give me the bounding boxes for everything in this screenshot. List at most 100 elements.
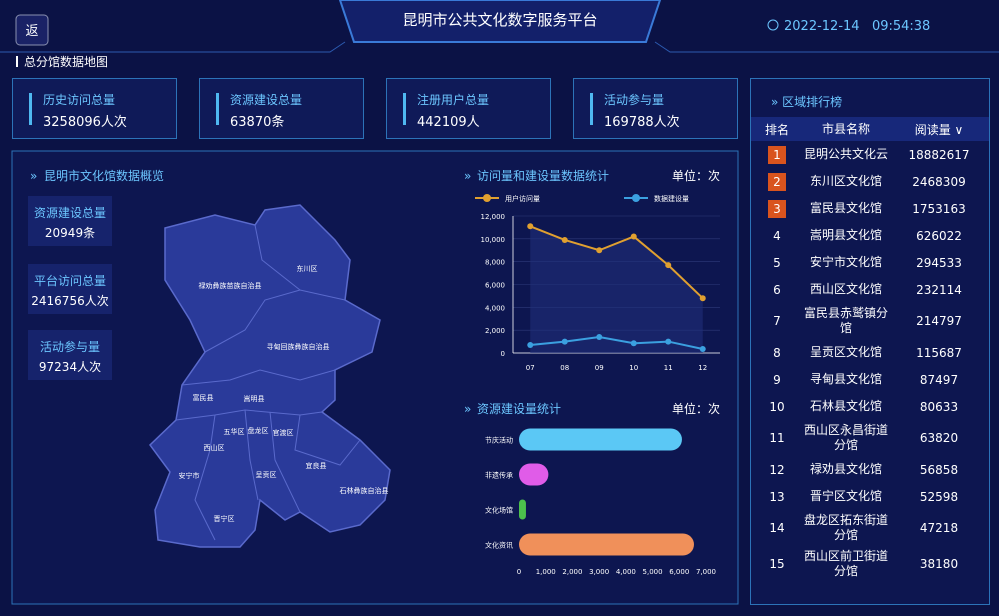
stat-label: 活动参与量 — [604, 93, 665, 107]
rank-number: 10 — [769, 399, 785, 414]
rank-cell: 13 — [751, 490, 803, 504]
bar — [519, 428, 682, 451]
name-cell: 昆明公共文化云 — [803, 147, 888, 161]
table-row: 13 晋宁区文化馆 52598 — [751, 483, 989, 510]
name-cell: 西山区永昌街道分馆 — [803, 423, 888, 452]
name-cell: 呈贡区文化馆 — [809, 345, 882, 359]
point — [630, 233, 637, 240]
area — [530, 226, 703, 353]
bar — [519, 533, 694, 556]
rank-cell: 11 — [751, 431, 803, 445]
value-cell: 115687 — [916, 345, 962, 360]
map-border — [194, 414, 216, 541]
value-cell: 1753163 — [912, 201, 966, 216]
stat-card: 历史访问总量 3258096人次 — [12, 78, 177, 139]
table-row: 5 安宁市文化馆 294533 — [751, 249, 989, 276]
rank-number: 5 — [773, 255, 781, 270]
rank-number: 11 — [769, 431, 785, 445]
stat-value: 169788人次 — [604, 115, 680, 130]
rank-number: 7 — [773, 314, 781, 328]
point — [596, 334, 603, 341]
x-tick-label: 0 — [517, 568, 521, 576]
rank-cell: 4 — [751, 229, 803, 243]
table-row: 8 呈贡区文化馆 115687 — [751, 339, 989, 366]
point — [527, 342, 534, 349]
point — [699, 295, 706, 302]
x-tick-label: 1,000 — [536, 568, 556, 576]
chevron: » — [464, 402, 471, 416]
rank-number: 4 — [773, 228, 781, 243]
overview-item: 资源建设总量 20949条 — [28, 196, 112, 246]
point — [630, 340, 637, 347]
legend-label: 用户访问量 — [505, 194, 540, 203]
region-label: 西山区 — [204, 443, 225, 452]
column-header[interactable]: 阅读量 ∨ — [914, 122, 964, 137]
table-body: 1 昆明公共文化云 18882617 2 东川区文化馆 2468309 3 富民县文化馆 175… — [751, 141, 989, 582]
overview-value: 97234人次 — [38, 360, 102, 374]
table-row: 11 西山区永昌街道分馆 63820 — [751, 420, 989, 456]
x-tick-label: 2,000 — [562, 568, 582, 576]
rank-number: 6 — [773, 282, 781, 297]
overview-value: 2416756人次 — [31, 294, 109, 308]
name-cell: 西山区前卫街道分馆 — [803, 549, 888, 578]
datetime: 2022-12-14 09:54:38 — [784, 19, 930, 34]
table-row: 7 富民县赤鹫镇分馆 214797 — [751, 303, 989, 339]
point — [699, 346, 706, 353]
region-label: 晋宁区 — [214, 514, 235, 523]
chevron: » — [464, 169, 471, 183]
chevron: » — [771, 95, 783, 109]
bar — [519, 499, 526, 520]
name-cell: 寻甸县文化馆 — [809, 372, 882, 386]
region-label: 石林彝族自治县 — [340, 486, 389, 495]
rank-number: 1 — [768, 145, 786, 164]
stat-value: 3258096人次 — [43, 115, 127, 130]
line — [529, 225, 704, 299]
overview-value: 20949条 — [44, 226, 96, 240]
table-row: 6 西山区文化馆 232114 — [751, 276, 989, 303]
chart-unit: 单位：次 — [672, 168, 720, 183]
table-row: 14 盘龙区拓东街道分馆 47218 — [751, 510, 989, 546]
name-cell: 西山区文化馆 — [809, 282, 882, 296]
name-cell: 盘龙区拓东街道分馆 — [803, 513, 888, 542]
header-line — [0, 41, 346, 53]
rank-cell: 14 — [751, 521, 803, 535]
x-tick-label: 3,000 — [589, 568, 609, 576]
y-tick-label: 文化资讯 — [485, 541, 513, 550]
table-header: 排名 市县名称 阅读量 ∨ — [751, 117, 989, 141]
region-label: 五华区 — [224, 427, 245, 436]
back-button[interactable] — [15, 14, 49, 46]
chevron: » — [30, 169, 37, 183]
value-cell: 38180 — [919, 557, 959, 571]
overview-item: 平台访问总量 2416756人次 — [28, 264, 112, 314]
region-label: 禄劝彝族苗族自治县 — [199, 281, 262, 290]
line — [530, 336, 703, 350]
column-header: 排名 — [764, 122, 789, 137]
region-label: 盘龙区 — [248, 426, 269, 435]
rank-cell: 10 — [751, 400, 803, 414]
value-cell: 626022 — [916, 228, 962, 243]
back-label[interactable]: 返 — [25, 24, 38, 39]
map-border — [244, 409, 259, 501]
name-cell: 嵩明县文化馆 — [809, 228, 882, 242]
overview-label: 资源建设总量 — [33, 206, 106, 220]
name-cell: 安宁市文化馆 — [809, 255, 882, 269]
stat-label: 历史访问总量 — [43, 93, 116, 107]
header-line — [654, 41, 999, 53]
table-row: 10 石林县文化馆 80633 — [751, 393, 989, 420]
region-label: 官渡区 — [273, 428, 294, 437]
value-cell: 18882617 — [908, 147, 970, 162]
ranking-header: » 区域排行榜 — [751, 79, 989, 117]
rank-number: 8 — [773, 345, 781, 360]
y-tick-label: 10,000 — [481, 236, 506, 244]
point — [527, 223, 534, 230]
column-header: 市县名称 — [821, 121, 870, 136]
y-tick-label: 文化场馆 — [485, 506, 513, 515]
chart-title: 访问量和建设量数据统计 — [477, 168, 609, 183]
value-cell: 56858 — [919, 462, 959, 477]
y-tick-label: 2,000 — [485, 327, 505, 335]
name-cell: 东川区文化馆 — [809, 174, 882, 188]
stat-label: 注册用户总量 — [417, 93, 490, 107]
table-row: 2 东川区文化馆 2468309 — [751, 168, 989, 195]
